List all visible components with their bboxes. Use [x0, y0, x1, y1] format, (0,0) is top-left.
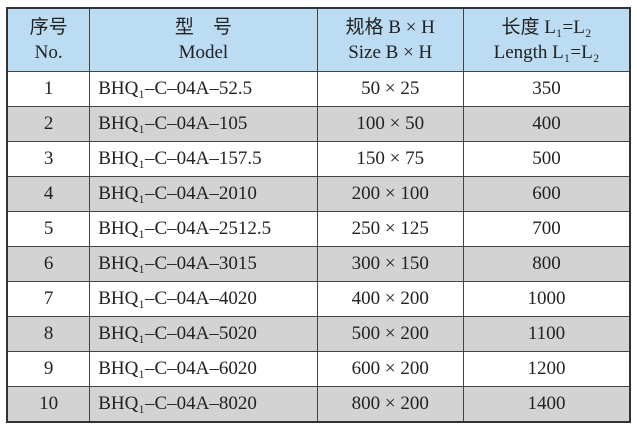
table-row: 3 BHQ₁–C–04A–157.5 150 × 75 500 [6, 141, 631, 177]
cell-model: BHQ₁–C–04A–52.5 [89, 71, 318, 107]
header-model-cn: 型 号 [174, 17, 232, 38]
header-model-en: Model [178, 42, 229, 63]
cell-model: BHQ₁–C–04A–157.5 [89, 141, 318, 177]
cell-model: BHQ₁–C–04A–3015 [89, 246, 318, 282]
cell-model: BHQ₁–C–04A–4020 [89, 281, 318, 317]
cell-length: 700 [462, 211, 631, 247]
table-row: 8 BHQ₁–C–04A–5020 500 × 200 1100 [6, 316, 631, 352]
cell-size: 500 × 200 [316, 316, 464, 352]
header-no-en: No. [34, 42, 63, 63]
table-row: 2 BHQ₁–C–04A–105 100 × 50 400 [6, 106, 631, 142]
cell-model: BHQ₁–C–04A–2010 [89, 176, 318, 212]
cell-no: 4 [6, 176, 91, 212]
cell-model: BHQ₁–C–04A–6020 [89, 351, 318, 387]
cell-size: 300 × 150 [316, 246, 464, 282]
header-length-cn: 长度 L₁=L₂ [501, 17, 592, 38]
cell-no: 5 [6, 211, 91, 247]
cell-no: 1 [6, 71, 91, 107]
cell-no: 3 [6, 141, 91, 177]
cell-size: 150 × 75 [316, 141, 464, 177]
cell-length: 600 [462, 176, 631, 212]
table-row: 1 BHQ₁–C–04A–52.5 50 × 25 350 [6, 71, 631, 107]
table-row: 4 BHQ₁–C–04A–2010 200 × 100 600 [6, 176, 631, 212]
table-row: 9 BHQ₁–C–04A–6020 600 × 200 1200 [6, 351, 631, 387]
cell-size: 200 × 100 [316, 176, 464, 212]
cell-length: 350 [462, 71, 631, 107]
cell-length: 1400 [462, 386, 631, 423]
header-model: 型 号 Model [89, 7, 318, 72]
cell-size: 50 × 25 [316, 71, 464, 107]
cell-no: 7 [6, 281, 91, 317]
cell-model: BHQ₁–C–04A–2512.5 [89, 211, 318, 247]
cell-no: 6 [6, 246, 91, 282]
cell-length: 1100 [462, 316, 631, 352]
cell-model: BHQ₁–C–04A–8020 [89, 386, 318, 423]
specification-table: 序号 No. 型 号 Model 规格 B × H Size B × H 长度 L₁=… [6, 7, 631, 423]
table-row: 7 BHQ₁–C–04A–4020 400 × 200 1000 [6, 281, 631, 317]
header-no-cn: 序号 [29, 17, 68, 38]
header-size-en: Size B × H [348, 42, 433, 63]
cell-length: 1200 [462, 351, 631, 387]
cell-length: 800 [462, 246, 631, 282]
header-no: 序号 No. [6, 7, 91, 72]
table-row: 10 BHQ₁–C–04A–8020 800 × 200 1400 [6, 386, 631, 423]
cell-length: 400 [462, 106, 631, 142]
header-length: 长度 L₁=L₂ Length L₁=L₂ [462, 7, 631, 72]
header-length-en: Length L₁=L₂ [493, 42, 600, 63]
cell-size: 400 × 200 [316, 281, 464, 317]
header-size-cn: 规格 B × H [345, 17, 435, 38]
cell-length: 1000 [462, 281, 631, 317]
table-row: 6 BHQ₁–C–04A–3015 300 × 150 800 [6, 246, 631, 282]
cell-length: 500 [462, 141, 631, 177]
header-row: 序号 No. 型 号 Model 规格 B × H Size B × H 长度 L₁=… [6, 7, 631, 72]
cell-model: BHQ₁–C–04A–5020 [89, 316, 318, 352]
cell-no: 2 [6, 106, 91, 142]
table-row: 5 BHQ₁–C–04A–2512.5 250 × 125 700 [6, 211, 631, 247]
cell-size: 250 × 125 [316, 211, 464, 247]
cell-no: 10 [6, 386, 91, 423]
cell-size: 100 × 50 [316, 106, 464, 142]
header-size: 规格 B × H Size B × H [316, 7, 464, 72]
cell-no: 8 [6, 316, 91, 352]
cell-size: 800 × 200 [316, 386, 464, 423]
cell-size: 600 × 200 [316, 351, 464, 387]
cell-model: BHQ₁–C–04A–105 [89, 106, 318, 142]
cell-no: 9 [6, 351, 91, 387]
